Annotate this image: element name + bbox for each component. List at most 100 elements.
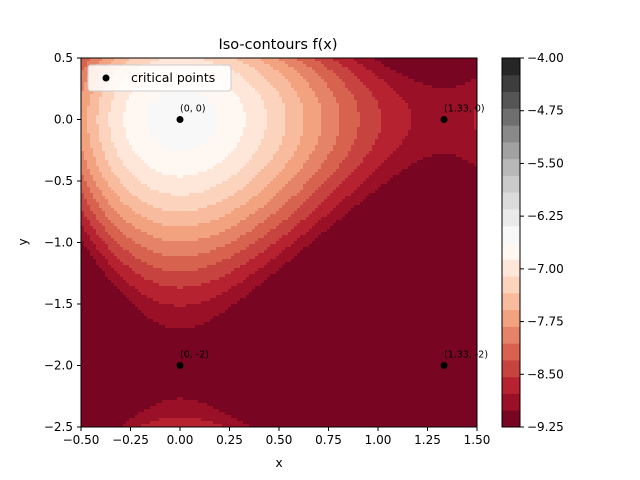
contour-cell [90, 187, 94, 191]
contour-cell [84, 64, 88, 68]
contour-cell [87, 364, 91, 368]
contour-cell [168, 211, 172, 215]
contour-cell [138, 418, 142, 422]
contour-cell [114, 364, 118, 368]
contour-cell [120, 145, 124, 149]
contour-cell [144, 379, 148, 383]
contour-cell [153, 136, 157, 140]
contour-cell [168, 292, 172, 296]
contour-cell [180, 211, 184, 215]
contour-cell [141, 127, 145, 131]
contour-cell [102, 58, 106, 62]
contour-cell [87, 331, 91, 335]
contour-cell [141, 175, 145, 179]
contour-cell [180, 409, 184, 413]
contour-cell [144, 160, 148, 164]
contour-cell [162, 127, 166, 131]
contour-cell [117, 421, 121, 425]
contour-cell [105, 184, 109, 188]
contour-cell [195, 247, 199, 251]
contour-cell [159, 349, 163, 353]
contour-cell [99, 61, 103, 65]
contour-cell [90, 166, 94, 170]
contour-cell [159, 103, 163, 107]
contour-cell [114, 394, 118, 398]
contour-cell [165, 91, 169, 95]
contour-cell [192, 370, 196, 374]
contour-cell [156, 259, 160, 263]
contour-cell [126, 223, 130, 227]
contour-cell [156, 412, 160, 416]
contour-cell [90, 94, 94, 98]
contour-cell [135, 205, 139, 209]
contour-cell [183, 391, 187, 395]
contour-cell [138, 409, 142, 413]
contour-cell [189, 169, 193, 173]
contour-cell [141, 295, 145, 299]
contour-cell [111, 298, 115, 302]
contour-cell [111, 361, 115, 365]
contour-cell [153, 418, 157, 422]
contour-cell [93, 259, 97, 263]
contour-cell [96, 124, 100, 128]
contour-cell [192, 97, 196, 101]
contour-cell [174, 184, 178, 188]
contour-cell [156, 421, 160, 425]
contour-cell [126, 358, 130, 362]
contour-cell [153, 400, 157, 404]
contour-cell [150, 310, 154, 314]
contour-cell [123, 193, 127, 197]
contour-cell [192, 130, 196, 134]
contour-cell [162, 214, 166, 218]
contour-cell [84, 184, 88, 188]
contour-cell [162, 181, 166, 185]
contour-cell [84, 154, 88, 158]
contour-cell [120, 259, 124, 263]
contour-cell [99, 322, 103, 326]
contour-cell [198, 184, 202, 188]
contour-cell [162, 235, 166, 239]
contour-cell [138, 208, 142, 212]
contour-cell [177, 358, 181, 362]
contour-cell [168, 94, 172, 98]
contour-cell [81, 205, 85, 209]
contour-cell [195, 238, 199, 242]
contour-cell [111, 328, 115, 332]
contour-cell [144, 292, 148, 296]
contour-cell [159, 61, 163, 65]
contour-cell [132, 238, 136, 242]
contour-cell [192, 211, 196, 215]
contour-cell [192, 190, 196, 194]
contour-cell [153, 160, 157, 164]
contour-cell [105, 340, 109, 344]
contour-cell [96, 271, 100, 275]
contour-cell [153, 403, 157, 407]
contour-cell [84, 424, 88, 427]
contour-cell [132, 325, 136, 329]
contour-cell [162, 376, 166, 380]
contour-cell [153, 325, 157, 329]
contour-cell [201, 145, 205, 149]
contour-cell [195, 211, 199, 215]
contour-cell [87, 226, 91, 230]
contour-cell [129, 223, 133, 227]
contour-cell [186, 250, 190, 254]
contour-cell [108, 100, 112, 104]
contour-cell [84, 253, 88, 257]
contour-cell [87, 346, 91, 350]
contour-cell [198, 145, 202, 149]
contour-cell [174, 271, 178, 275]
contour-cell [201, 121, 205, 125]
contour-cell [105, 250, 109, 254]
contour-cell [186, 370, 190, 374]
contour-cell [129, 418, 133, 422]
contour-cell [111, 139, 115, 143]
contour-cell [165, 352, 169, 356]
contour-cell [195, 322, 199, 326]
contour-cell [120, 412, 124, 416]
contour-cell [147, 121, 151, 125]
contour-cell [111, 364, 115, 368]
contour-cell [96, 259, 100, 263]
contour-cell [168, 358, 172, 362]
contour-cell [165, 166, 169, 170]
